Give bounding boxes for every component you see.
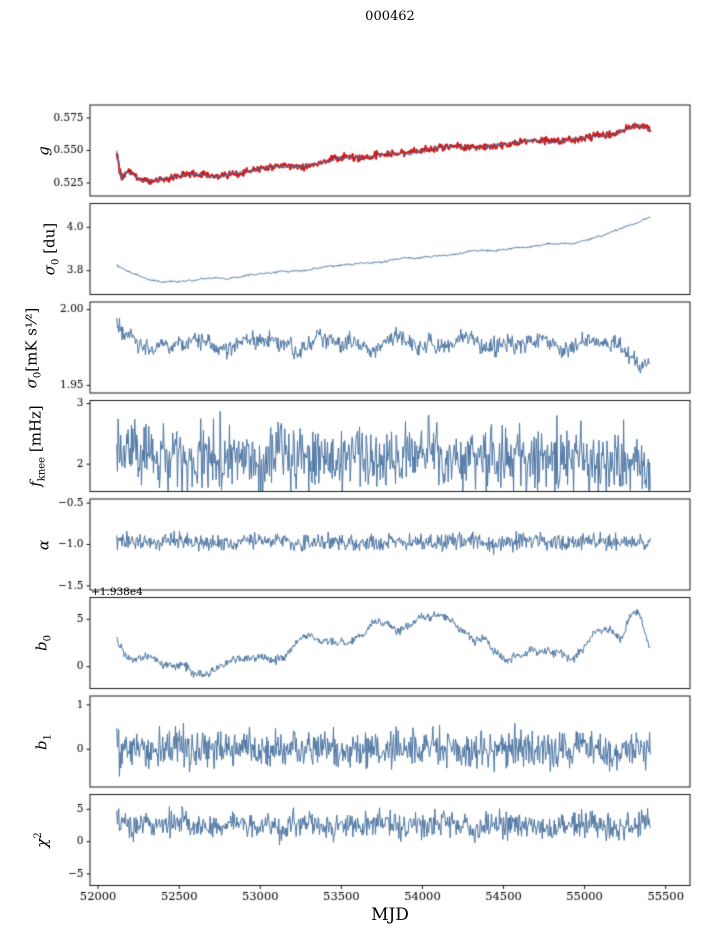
y-axis-label-fknee: fknee [mHz] (26, 405, 48, 487)
y-axis-label-sigma0-du: σ0 [du] (40, 222, 62, 276)
y-axis-label-alpha: α (34, 539, 53, 550)
x-axis-label: MJD (371, 905, 409, 925)
y-axis-offset-text: +1.938e4 (91, 585, 143, 598)
y-axis-label-b1: b1 (32, 733, 54, 750)
figure-title: 000462 (365, 9, 415, 24)
y-axis-label-chi2: χ2 (33, 832, 51, 848)
y-axis-label-g: g (34, 145, 53, 156)
y-axis-label-sigma0-mK: σ0[mK s¹⁄²] (22, 307, 44, 388)
y-axis-label-b0: b0 (32, 635, 54, 651)
